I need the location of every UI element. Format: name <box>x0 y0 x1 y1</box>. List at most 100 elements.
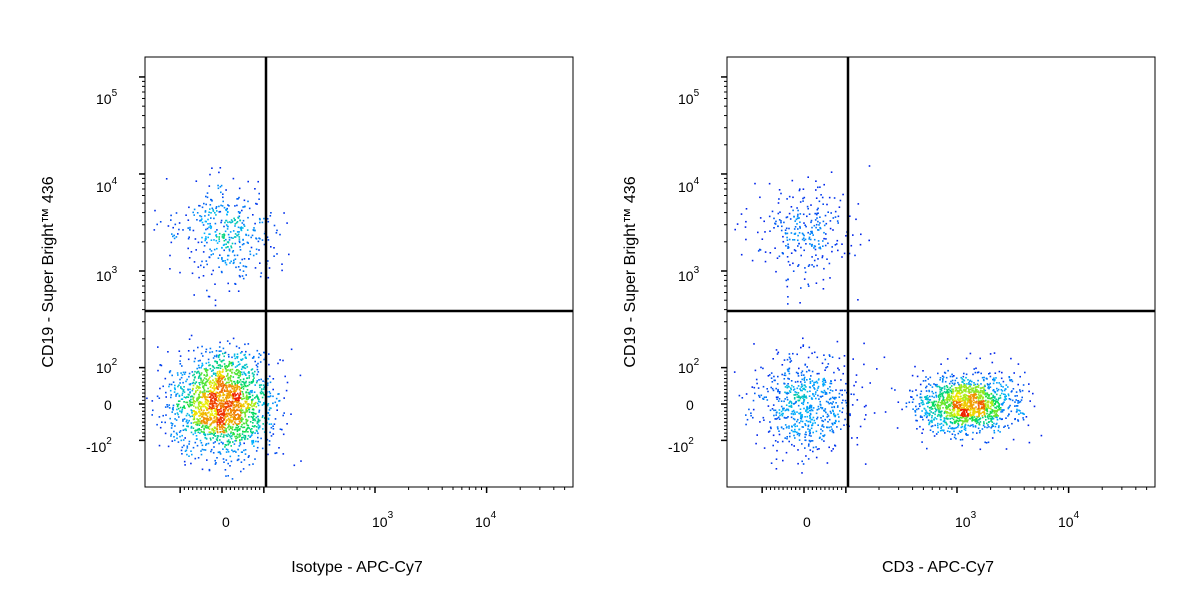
event-dot <box>983 409 986 411</box>
event-dot <box>208 364 210 367</box>
event-dot <box>974 412 976 414</box>
event-dot <box>975 393 977 396</box>
event-dot <box>745 414 747 416</box>
event-dot <box>205 396 208 398</box>
event-dot <box>205 362 208 365</box>
event-dot <box>195 413 198 415</box>
event-dot <box>210 212 212 214</box>
event-dot <box>927 419 930 421</box>
event-dot <box>187 358 190 361</box>
event-dot <box>960 426 962 429</box>
event-dot <box>784 232 787 234</box>
event-dot <box>224 367 227 370</box>
event-dot <box>235 266 237 269</box>
event-dot <box>947 405 950 408</box>
event-dot <box>788 372 791 375</box>
event-dot <box>260 384 263 386</box>
event-dot <box>249 391 251 394</box>
event-dot <box>953 406 956 408</box>
event-dot <box>243 371 245 374</box>
event-dot <box>212 402 215 405</box>
event-dot <box>829 227 832 230</box>
event-dot <box>214 299 217 301</box>
event-dot <box>828 392 831 394</box>
event-dot <box>792 386 795 388</box>
event-dot <box>208 431 211 433</box>
event-dot <box>219 399 221 402</box>
event-dot <box>961 397 963 400</box>
event-dot <box>961 444 963 447</box>
event-dot <box>806 205 809 208</box>
event-dot <box>222 196 224 199</box>
event-dot <box>188 455 190 457</box>
event-dot <box>215 416 218 419</box>
event-dot <box>246 394 248 397</box>
event-dot <box>274 452 276 455</box>
event-dot <box>827 363 830 365</box>
event-dot <box>227 433 229 436</box>
event-dot <box>825 222 828 225</box>
event-dot <box>258 217 261 220</box>
event-dot <box>249 390 252 392</box>
event-dot <box>986 410 989 413</box>
event-dot <box>809 238 812 241</box>
event-dot <box>985 419 987 421</box>
event-dot <box>983 388 985 390</box>
event-dot <box>827 421 829 423</box>
event-dot <box>224 366 226 368</box>
event-dot <box>225 369 228 372</box>
event-dot <box>220 204 222 207</box>
event-dot <box>939 423 941 426</box>
event-dot <box>777 212 780 215</box>
event-dot <box>218 211 221 213</box>
event-dot <box>244 453 247 455</box>
event-dot <box>928 414 931 417</box>
event-dot <box>980 394 983 397</box>
event-dot <box>239 442 241 444</box>
event-dot <box>825 233 827 235</box>
event-dot <box>208 233 210 235</box>
event-dot <box>233 433 235 436</box>
event-dot <box>266 384 269 386</box>
event-dot <box>220 416 223 419</box>
event-dot <box>819 216 821 218</box>
event-dot <box>234 422 237 425</box>
event-dot <box>236 436 239 439</box>
event-dot <box>931 404 934 407</box>
event-dot <box>244 353 246 356</box>
event-dot <box>236 384 238 386</box>
event-dot <box>219 367 222 369</box>
event-dot <box>243 431 246 433</box>
event-dot <box>821 430 824 432</box>
event-dot <box>970 416 973 419</box>
event-dot <box>962 396 964 399</box>
event-dot <box>245 418 247 421</box>
event-dot <box>198 411 201 413</box>
event-dot <box>810 405 813 407</box>
event-dot <box>785 392 788 395</box>
event-dot <box>203 422 205 424</box>
event-dot <box>949 396 952 399</box>
event-dot <box>204 422 206 425</box>
event-dot <box>181 434 183 437</box>
event-dot <box>198 424 201 426</box>
event-dot <box>767 375 770 377</box>
event-dot <box>196 212 199 214</box>
event-dot <box>219 439 221 441</box>
event-dot <box>215 354 218 357</box>
event-dot <box>237 369 239 371</box>
event-dot <box>267 412 269 414</box>
event-dot <box>175 393 177 396</box>
event-dot <box>787 246 790 249</box>
event-dot <box>202 416 205 419</box>
event-dot <box>219 394 222 397</box>
event-dot <box>195 421 198 423</box>
p0-ytick-label-0: 0 <box>104 397 112 413</box>
event-dot <box>227 425 230 428</box>
event-dot <box>218 424 220 426</box>
event-dot <box>215 384 218 386</box>
event-dot <box>215 214 217 216</box>
event-dot <box>999 397 1002 399</box>
event-dot <box>228 290 231 292</box>
event-dot <box>212 430 215 432</box>
